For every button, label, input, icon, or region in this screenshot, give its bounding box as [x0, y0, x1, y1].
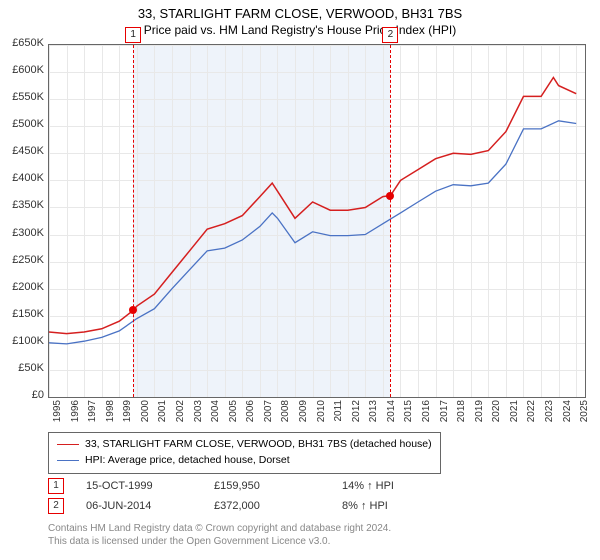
legend-swatch-icon: [57, 444, 79, 445]
marker-dot-icon: [386, 192, 394, 200]
x-tick-label: 2001: [157, 400, 168, 430]
y-tick-label: £250K: [0, 254, 44, 266]
x-tick-label: 2014: [386, 400, 397, 430]
series-lines: [49, 45, 585, 397]
annotation-price: £372,000: [214, 500, 342, 512]
annotation-price: £159,950: [214, 480, 342, 492]
x-tick-label: 2012: [351, 400, 362, 430]
x-tick-label: 2011: [333, 400, 344, 430]
legend: 33, STARLIGHT FARM CLOSE, VERWOOD, BH31 …: [48, 432, 441, 474]
annotation-marker-icon: 1: [48, 478, 64, 494]
annotation-date: 15-OCT-1999: [86, 480, 214, 492]
y-tick-label: £650K: [0, 37, 44, 49]
x-tick-label: 2025: [579, 400, 590, 430]
x-tick-label: 2020: [491, 400, 502, 430]
x-tick-label: 2018: [456, 400, 467, 430]
legend-label: HPI: Average price, detached house, Dors…: [85, 453, 290, 469]
chart-title: 33, STARLIGHT FARM CLOSE, VERWOOD, BH31 …: [0, 0, 600, 23]
x-tick-label: 1995: [52, 400, 63, 430]
marker-dot-icon: [129, 306, 137, 314]
y-tick-label: £0: [0, 389, 44, 401]
y-tick-label: £100K: [0, 335, 44, 347]
x-tick-label: 2017: [439, 400, 450, 430]
x-tick-label: 2023: [544, 400, 555, 430]
legend-swatch-icon: [57, 460, 79, 461]
x-tick-label: 2021: [509, 400, 520, 430]
x-tick-label: 2008: [280, 400, 291, 430]
disclaimer-line: Contains HM Land Registry data © Crown c…: [48, 522, 391, 535]
y-tick-label: £200K: [0, 281, 44, 293]
x-tick-label: 2006: [245, 400, 256, 430]
legend-label: 33, STARLIGHT FARM CLOSE, VERWOOD, BH31 …: [85, 437, 432, 453]
x-tick-label: 2002: [175, 400, 186, 430]
x-tick-label: 2019: [474, 400, 485, 430]
y-tick-label: £50K: [0, 362, 44, 374]
annotation-date: 06-JUN-2014: [86, 500, 214, 512]
x-tick-label: 2024: [562, 400, 573, 430]
annotation-delta: 14% ↑ HPI: [342, 480, 470, 492]
marker-box-icon: 2: [382, 27, 398, 43]
y-tick-label: £500K: [0, 118, 44, 130]
annotation-marker-icon: 2: [48, 498, 64, 514]
x-tick-label: 2010: [316, 400, 327, 430]
x-tick-label: 2007: [263, 400, 274, 430]
disclaimer: Contains HM Land Registry data © Crown c…: [48, 522, 391, 548]
x-tick-label: 2004: [210, 400, 221, 430]
x-tick-label: 2015: [403, 400, 414, 430]
plot-area: 12: [48, 44, 586, 398]
annotation-row: 2 06-JUN-2014 £372,000 8% ↑ HPI: [48, 496, 470, 516]
y-tick-label: £150K: [0, 308, 44, 320]
x-tick-label: 2000: [140, 400, 151, 430]
y-tick-label: £400K: [0, 172, 44, 184]
x-tick-label: 2013: [368, 400, 379, 430]
x-tick-label: 2009: [298, 400, 309, 430]
legend-item: 33, STARLIGHT FARM CLOSE, VERWOOD, BH31 …: [57, 437, 432, 453]
chart-container: 33, STARLIGHT FARM CLOSE, VERWOOD, BH31 …: [0, 0, 600, 560]
legend-item: HPI: Average price, detached house, Dors…: [57, 453, 432, 469]
marker-box-icon: 1: [125, 27, 141, 43]
chart-subtitle: Price paid vs. HM Land Registry's House …: [0, 23, 600, 41]
x-tick-label: 2016: [421, 400, 432, 430]
disclaimer-line: This data is licensed under the Open Gov…: [48, 535, 391, 548]
x-tick-label: 2005: [228, 400, 239, 430]
y-tick-label: £350K: [0, 199, 44, 211]
annotation-row: 1 15-OCT-1999 £159,950 14% ↑ HPI: [48, 476, 470, 496]
annotation-delta: 8% ↑ HPI: [342, 500, 470, 512]
x-tick-label: 1999: [122, 400, 133, 430]
x-tick-label: 1996: [70, 400, 81, 430]
y-tick-label: £300K: [0, 227, 44, 239]
y-tick-label: £600K: [0, 64, 44, 76]
annotation-table: 1 15-OCT-1999 £159,950 14% ↑ HPI 2 06-JU…: [48, 476, 470, 516]
x-tick-label: 2003: [193, 400, 204, 430]
y-tick-label: £550K: [0, 91, 44, 103]
x-tick-label: 2022: [526, 400, 537, 430]
y-tick-label: £450K: [0, 145, 44, 157]
x-tick-label: 1998: [105, 400, 116, 430]
x-tick-label: 1997: [87, 400, 98, 430]
